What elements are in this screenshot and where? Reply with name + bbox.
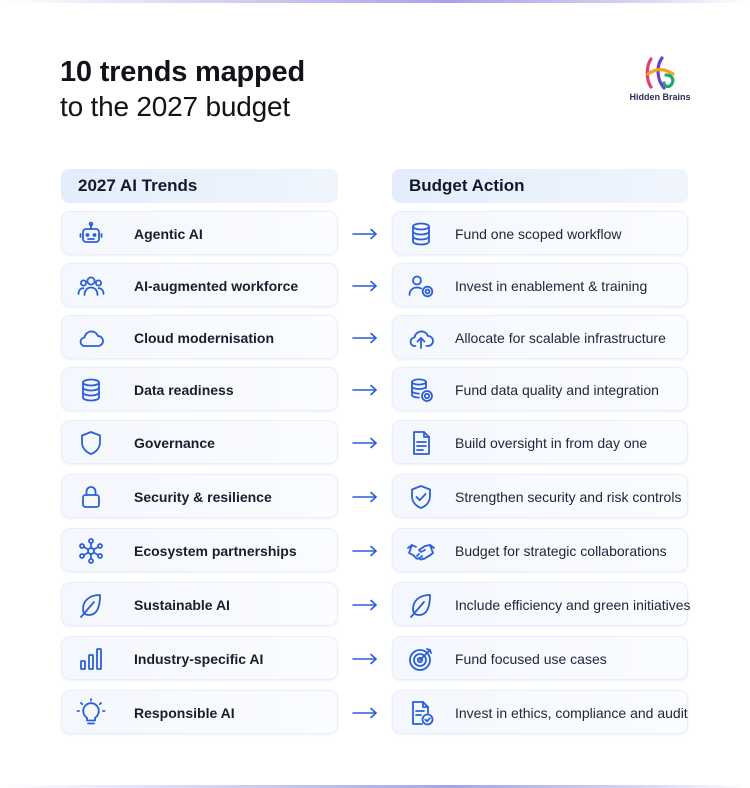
arrow-right-icon xyxy=(352,384,377,396)
action-card: Invest in ethics, compliance and audit xyxy=(392,690,688,734)
trend-label: AI-augmented workforce xyxy=(134,278,299,294)
action-label: Strengthen security and risk controls xyxy=(455,489,682,505)
people-group-icon xyxy=(77,276,105,296)
action-icon-wrap xyxy=(406,428,436,458)
arrow-right-icon xyxy=(352,707,377,719)
action-icon-wrap xyxy=(406,482,436,512)
trend-label: Responsible AI xyxy=(134,705,235,721)
database-icon xyxy=(412,222,430,246)
cloud-upload-icon xyxy=(409,330,434,349)
trend-icon-wrap xyxy=(76,428,106,458)
trend-label: Ecosystem partnerships xyxy=(134,543,297,559)
arrow-right-icon xyxy=(352,228,377,240)
arrow-right-icon xyxy=(352,332,377,344)
action-label: Fund data quality and integration xyxy=(455,382,659,398)
database-icon xyxy=(82,378,100,402)
leaf-icon xyxy=(410,594,431,618)
leaf-icon xyxy=(80,594,101,618)
lock-icon xyxy=(82,486,100,508)
trend-icon-wrap xyxy=(76,219,106,249)
action-card: Strengthen security and risk controls xyxy=(392,474,688,518)
trend-icon-wrap xyxy=(76,536,106,566)
arrow-right-icon xyxy=(352,545,377,557)
action-label: Allocate for scalable infrastructure xyxy=(455,330,666,346)
bar-chart-icon xyxy=(80,648,102,670)
trend-card: Responsible AI xyxy=(61,690,338,734)
lightbulb-icon xyxy=(76,698,106,725)
arrow-right-icon xyxy=(352,437,377,449)
trend-icon-wrap xyxy=(76,644,106,674)
network-icon xyxy=(79,538,103,564)
trend-card: Ecosystem partnerships xyxy=(61,528,338,572)
top-accent-bar xyxy=(0,0,750,3)
trend-icon-wrap xyxy=(76,323,106,353)
trend-card: Governance xyxy=(61,420,338,464)
trend-label: Sustainable AI xyxy=(134,597,230,613)
arrow-right-icon xyxy=(352,491,377,503)
trend-label: Industry-specific AI xyxy=(134,651,264,667)
trend-icon-wrap xyxy=(76,375,106,405)
document-check-icon xyxy=(412,701,434,726)
brand-name: Hidden Brains xyxy=(629,92,691,102)
user-gear-icon xyxy=(408,275,434,298)
trend-icon-wrap xyxy=(76,271,106,301)
column-header-trends: 2027 AI Trends xyxy=(61,169,338,203)
arrow-right-icon xyxy=(352,653,377,665)
brand-logo-icon xyxy=(645,56,675,90)
trend-icon-wrap xyxy=(76,698,106,728)
action-label: Fund one scoped workflow xyxy=(455,226,622,242)
trend-card: Industry-specific AI xyxy=(61,636,338,680)
action-label: Build oversight in from day one xyxy=(455,435,648,451)
target-icon xyxy=(409,648,432,671)
page-subtitle: to the 2027 budget xyxy=(60,91,290,122)
trend-icon-wrap xyxy=(76,590,106,620)
trend-card: Cloud modernisation xyxy=(61,315,338,359)
trend-label: Governance xyxy=(134,435,215,451)
bottom-accent-bar xyxy=(0,785,750,788)
action-icon-wrap xyxy=(406,698,436,728)
action-card: Include efficiency and green initiatives xyxy=(392,582,691,626)
arrow-right-icon xyxy=(352,599,377,611)
trend-card: AI-augmented workforce xyxy=(61,263,338,307)
cloud-icon xyxy=(79,330,104,347)
shield-icon xyxy=(81,431,101,455)
brand-logo: Hidden Brains xyxy=(620,56,700,102)
trend-card: Security & resilience xyxy=(61,474,338,518)
trend-icon-wrap xyxy=(76,482,106,512)
action-label: Budget for strategic collaborations xyxy=(455,543,667,559)
trend-label: Cloud modernisation xyxy=(134,330,274,346)
action-label: Invest in ethics, compliance and audit xyxy=(455,705,688,721)
column-header-budget-action: Budget Action xyxy=(392,169,688,203)
action-icon-wrap xyxy=(406,536,436,566)
action-icon-wrap xyxy=(406,375,436,405)
page-title: 10 trends mapped xyxy=(60,56,305,88)
action-icon-wrap xyxy=(406,590,436,620)
action-label: Invest in enablement & training xyxy=(455,278,648,294)
action-card: Allocate for scalable infrastructure xyxy=(392,315,688,359)
trend-label: Agentic AI xyxy=(134,226,203,242)
action-label: Fund focused use cases xyxy=(455,651,607,667)
action-card: Fund one scoped workflow xyxy=(392,211,688,255)
action-card: Budget for strategic collaborations xyxy=(392,528,688,572)
action-card: Fund focused use cases xyxy=(392,636,688,680)
action-icon-wrap xyxy=(406,219,436,249)
action-card: Invest in enablement & training xyxy=(392,263,688,307)
action-icon-wrap xyxy=(406,271,436,301)
action-card: Build oversight in from day one xyxy=(392,420,688,464)
document-icon xyxy=(413,431,430,455)
robot-icon xyxy=(79,221,103,243)
trend-card: Sustainable AI xyxy=(61,582,338,626)
action-icon-wrap xyxy=(406,644,436,674)
handshake-icon xyxy=(407,544,435,561)
database-gear-icon xyxy=(411,378,433,402)
trend-card: Data readiness xyxy=(61,367,338,411)
action-label: Include efficiency and green initiatives xyxy=(455,597,691,613)
action-icon-wrap xyxy=(406,323,436,353)
shield-check-icon xyxy=(411,485,431,509)
trend-label: Security & resilience xyxy=(134,489,272,505)
arrow-right-icon xyxy=(352,280,377,292)
trend-label: Data readiness xyxy=(134,382,234,398)
action-card: Fund data quality and integration xyxy=(392,367,688,411)
trend-card: Agentic AI xyxy=(61,211,338,255)
